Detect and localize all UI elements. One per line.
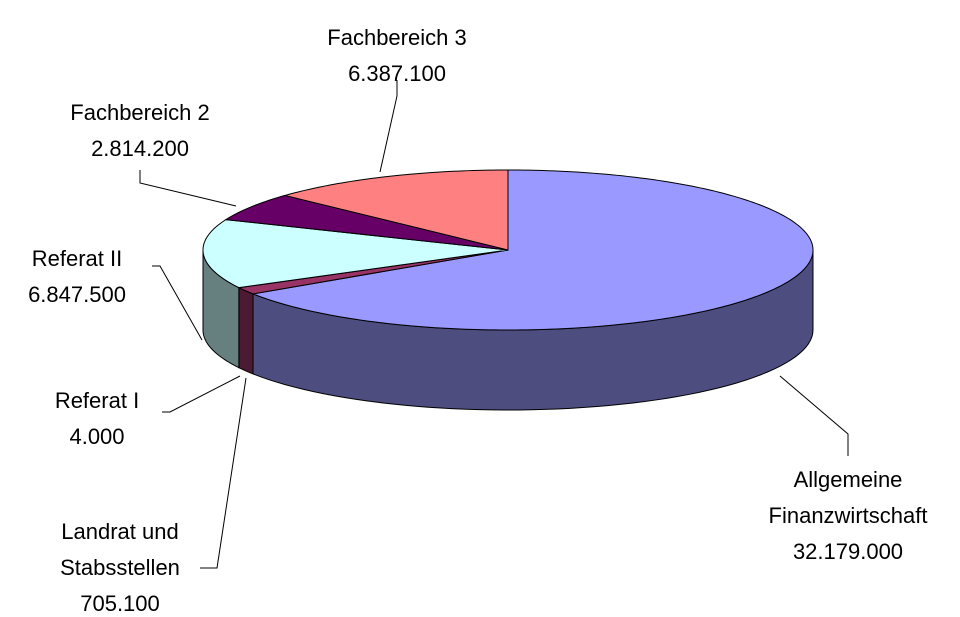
- leader-line: [200, 377, 247, 569]
- pie-slice-side: [238, 286, 254, 375]
- slice-label: Referat II: [31, 246, 123, 271]
- slice-value-label: 4.000: [69, 424, 125, 449]
- slice-value-label: 2.814.200: [91, 136, 189, 161]
- slice-value-label: 6.387.100: [348, 61, 446, 86]
- slice-label: Referat I: [54, 388, 140, 413]
- pie-slice: [283, 169, 509, 251]
- pie-slice: [224, 194, 509, 251]
- pie-slice: [251, 169, 814, 331]
- slice-label: Allgemeine Finanzwirtschaft: [768, 467, 928, 528]
- leader-line: [379, 80, 398, 173]
- slice-value-label: 705.100: [80, 591, 160, 616]
- slice-value-label: 6.847.500: [28, 282, 126, 307]
- leader-line: [152, 265, 203, 341]
- slice-value-label: 32.179.000: [792, 539, 904, 564]
- leader-line: [139, 170, 237, 207]
- slice-label: Fachbereich 3: [327, 25, 467, 50]
- leader-line: [779, 375, 849, 456]
- slice-label: Landrat und Stabsstellen: [60, 519, 180, 580]
- slice-label: Fachbereich 2: [70, 100, 210, 125]
- leader-line: [162, 375, 241, 413]
- pie-slice: [202, 219, 509, 289]
